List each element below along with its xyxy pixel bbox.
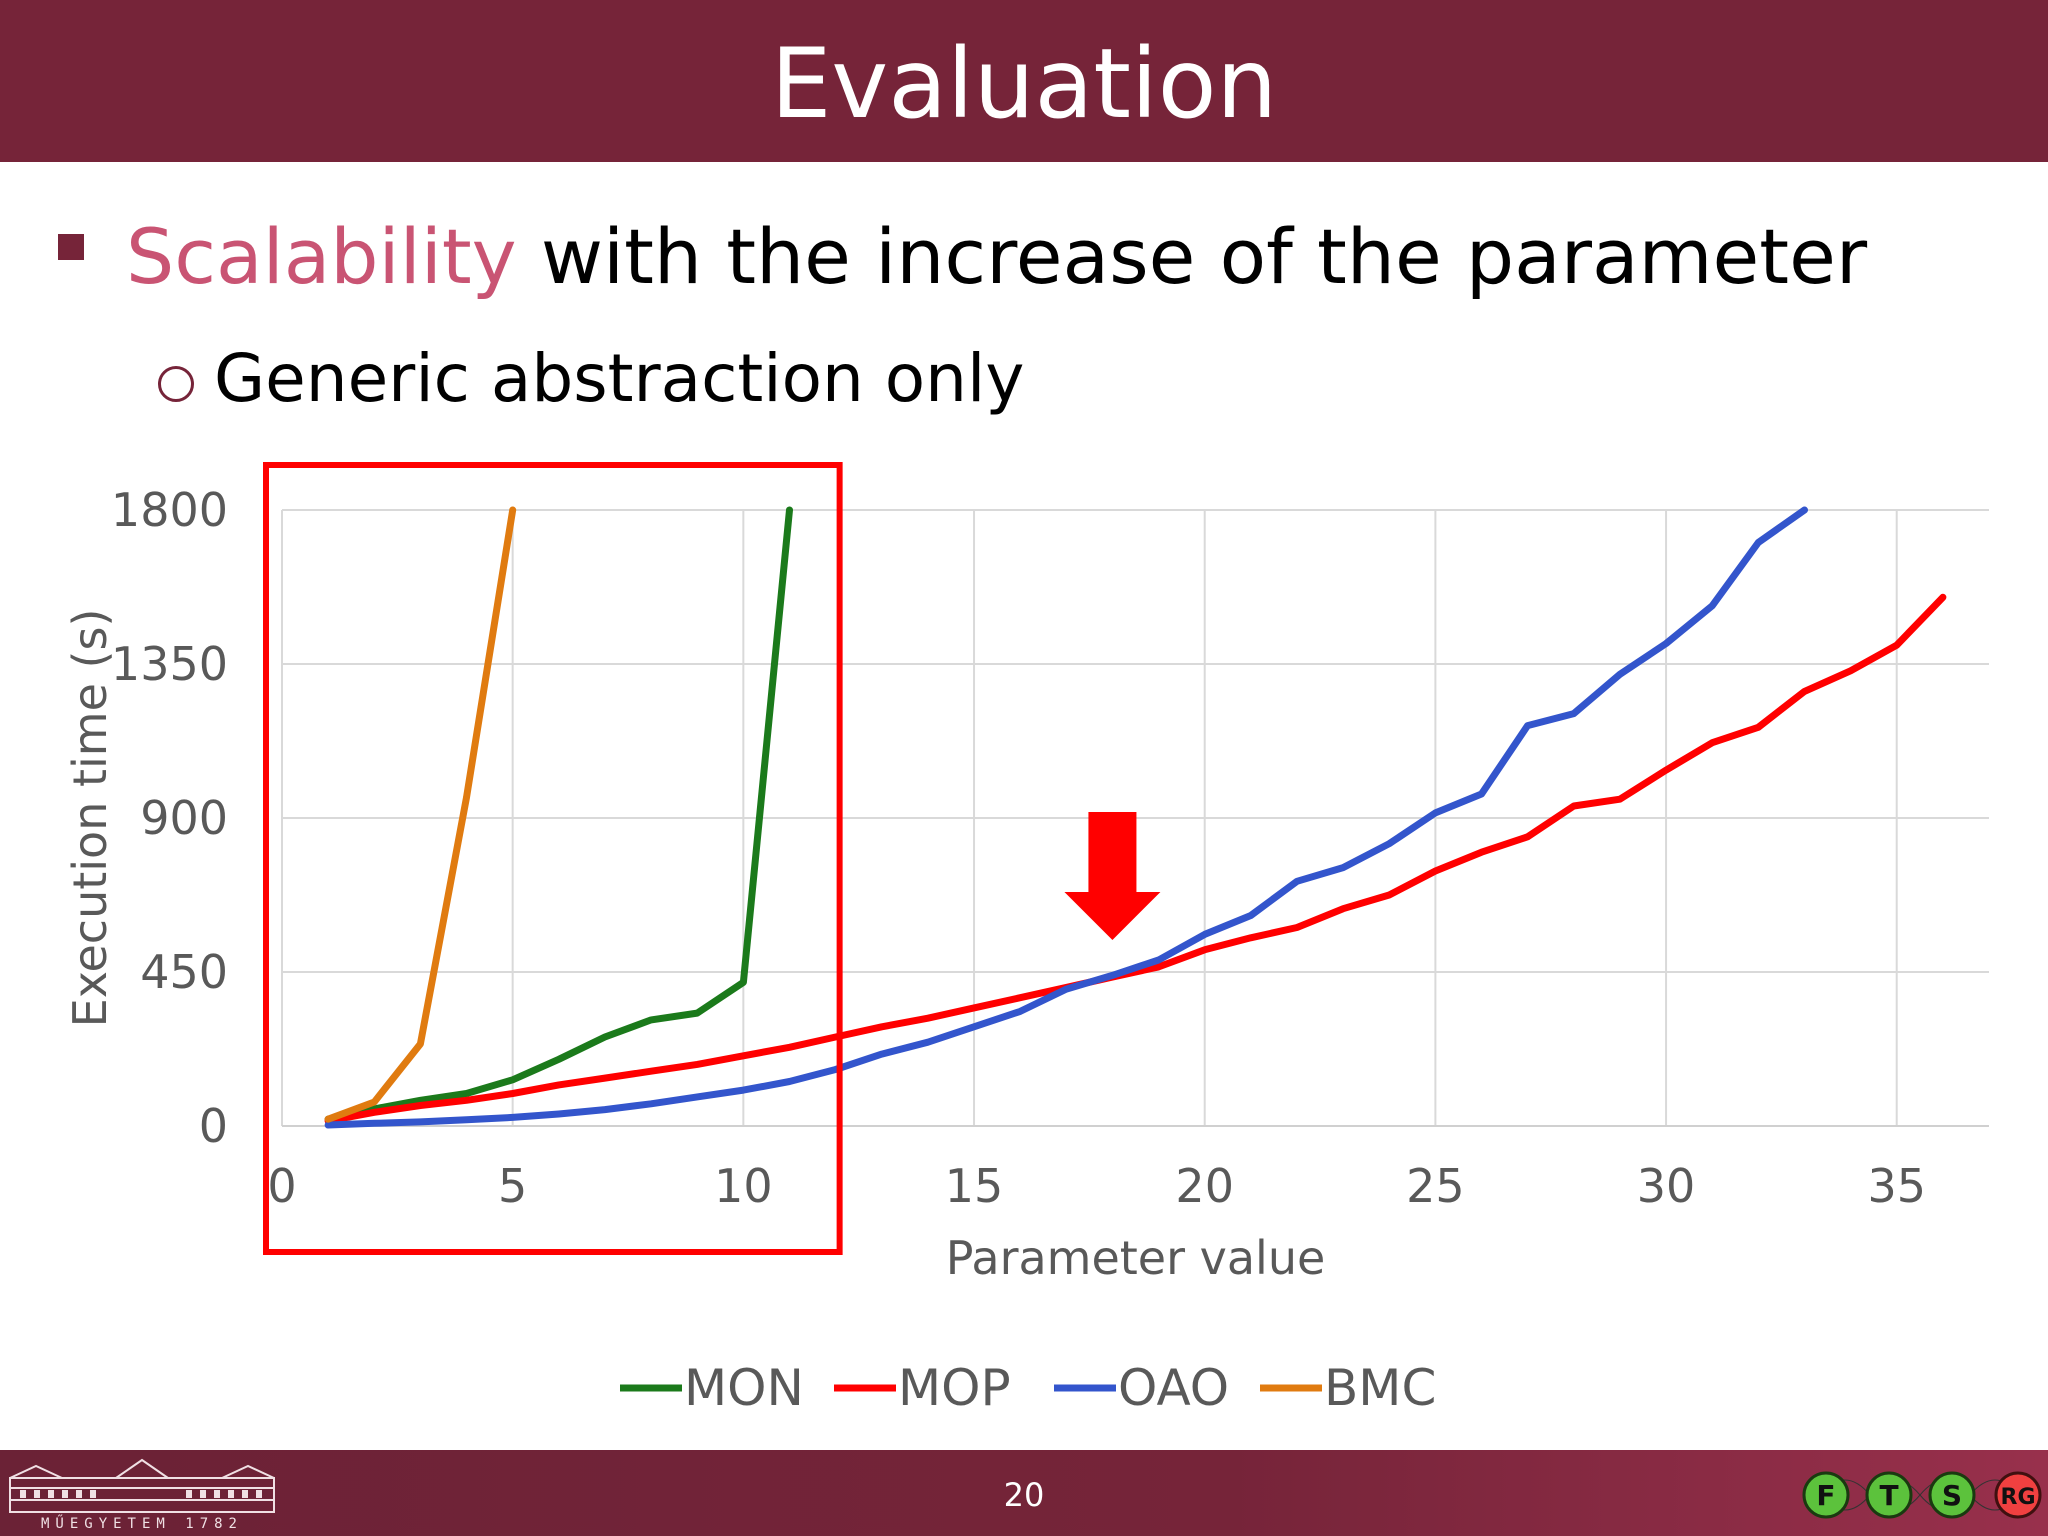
series-line-mon — [324, 506, 793, 1123]
y-axis-label: Execution time (s) — [63, 609, 117, 1028]
x-tick-20: 20 — [1175, 1159, 1234, 1213]
x-tick-35: 35 — [1867, 1159, 1926, 1213]
svg-text:S: S — [1942, 1479, 1962, 1512]
svg-text:RG: RG — [2001, 1485, 2036, 1510]
bullet-scalability: Scalability with the increase of the par… — [58, 212, 1867, 301]
series-line-bmc — [324, 506, 517, 1123]
highlight-box — [263, 462, 843, 1255]
footer-bar: MŰEGYETEM 1782 20 F T S RG — [0, 1450, 2048, 1536]
legend-label-bmc: BMC — [1324, 1359, 1436, 1417]
title-bar: Evaluation — [0, 0, 2048, 162]
x-tick-25: 25 — [1406, 1159, 1465, 1213]
y-tick-1350: 1350 — [111, 637, 228, 691]
x-tick-0: 0 — [267, 1159, 296, 1213]
university-logo: MŰEGYETEM 1782 — [9, 1458, 275, 1530]
svg-text:T: T — [1879, 1479, 1898, 1512]
series-line-mop — [324, 593, 1947, 1125]
legend-label-mon: MON — [684, 1359, 804, 1417]
s-badge-icon — [1928, 1471, 1976, 1519]
legend: MON MOP OAO BMC — [620, 1359, 1436, 1417]
bullet-text: with the increase of the parameter — [516, 212, 1868, 301]
svg-text:F: F — [1816, 1479, 1835, 1512]
x-tick-15: 15 — [945, 1159, 1004, 1213]
f-badge-icon — [1802, 1471, 1850, 1519]
square-bullet-icon — [58, 233, 84, 260]
y-tick-1800: 1800 — [111, 483, 228, 537]
y-tick-900: 900 — [140, 791, 228, 845]
rg-badge-icon — [1994, 1471, 2042, 1519]
sub-bullet-text: Generic abstraction only — [214, 340, 1025, 417]
x-axis-label: Parameter value — [946, 1231, 1326, 1285]
series-lines — [324, 506, 1947, 1129]
x-tick-labels: 0 5 10 15 20 25 30 35 — [267, 1159, 1926, 1213]
logo-caption: MŰEGYETEM 1782 — [41, 1514, 243, 1530]
x-tick-5: 5 — [498, 1159, 527, 1213]
y-tick-labels: 0 450 900 1350 1800 — [111, 483, 228, 1153]
page-number: 20 — [1003, 1476, 1045, 1514]
ftsrg-logo: F T S RG — [1802, 1471, 2042, 1519]
bullet-highlight: Scalability — [126, 212, 517, 301]
vertical-gridlines — [281, 510, 1898, 1126]
legend-label-mop: MOP — [898, 1359, 1011, 1417]
y-tick-0: 0 — [199, 1099, 228, 1153]
down-arrow-icon — [1064, 812, 1161, 940]
sub-bullet: Generic abstraction only — [158, 340, 1024, 417]
legend-label-oao: OAO — [1118, 1359, 1229, 1417]
slide-title: Evaluation — [770, 28, 1278, 140]
x-tick-10: 10 — [714, 1159, 773, 1213]
circle-bullet-icon — [158, 365, 194, 402]
y-tick-450: 450 — [140, 945, 228, 999]
t-badge-icon — [1865, 1471, 1913, 1519]
line-chart: 0 450 900 1350 1800 0 5 10 15 20 25 30 35 Execution… — [63, 462, 1989, 1417]
x-tick-30: 30 — [1637, 1159, 1696, 1213]
series-line-oao — [324, 506, 1808, 1129]
